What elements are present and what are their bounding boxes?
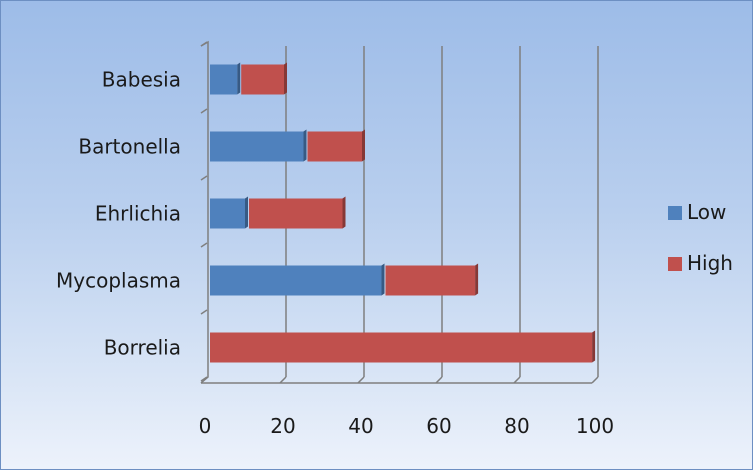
y-axis [200, 40, 209, 384]
bar-side [362, 129, 365, 162]
bar-side [245, 196, 248, 229]
category-label: Bartonella [78, 135, 181, 159]
axes [200, 40, 592, 384]
bar-side [284, 62, 287, 95]
category-label: Borrelia [104, 336, 181, 360]
gridlines [279, 46, 599, 384]
y-tick [200, 376, 208, 382]
category-label: Ehrlichia [95, 202, 181, 226]
x-tick-label: 100 [576, 414, 614, 438]
y-tick [200, 175, 208, 181]
labels: 0 20 40 60 80 100 Babesia Bartonella Ehrlichia My… [56, 68, 614, 439]
bar-high-borrelia [210, 332, 593, 363]
bar-side [237, 62, 241, 95]
bar-side [303, 129, 307, 162]
bar-low-bartonella [210, 131, 304, 162]
y-tick [200, 41, 208, 47]
gridline-floor [591, 376, 599, 384]
gridline-floor [279, 376, 287, 384]
gridline-floor [513, 376, 521, 384]
bar-side [592, 330, 596, 363]
bar-side [381, 263, 385, 296]
bar-high-ehrlichia [249, 198, 343, 229]
bar-low-mycoplasma [210, 265, 382, 296]
bar-low-babesia [210, 64, 238, 95]
bar-side [475, 263, 479, 296]
category-label: Babesia [102, 68, 181, 92]
legend: Low High [668, 200, 733, 275]
bars [210, 62, 596, 363]
bar-low-ehrlichia [210, 198, 245, 229]
bar-side [342, 196, 346, 229]
gridline-floor [357, 376, 365, 384]
legend-swatch-low [668, 206, 682, 220]
category-label: Mycoplasma [56, 269, 181, 293]
x-tick-label: 0 [199, 414, 212, 438]
bar-high-mycoplasma [385, 265, 476, 296]
y-tick [200, 242, 208, 248]
x-tick-label: 20 [270, 414, 295, 438]
x-tick-label: 60 [426, 414, 451, 438]
y-tick [200, 309, 208, 315]
bar-high-bartonella [307, 131, 362, 162]
legend-swatch-high [668, 257, 682, 271]
legend-label-high: High [687, 251, 733, 275]
bar-high-babesia [241, 64, 284, 95]
x-tick-label: 40 [348, 414, 373, 438]
y-tick [200, 108, 208, 114]
legend-label-low: Low [687, 200, 726, 224]
gridline-floor [435, 376, 443, 384]
x-tick-label: 80 [504, 414, 529, 438]
